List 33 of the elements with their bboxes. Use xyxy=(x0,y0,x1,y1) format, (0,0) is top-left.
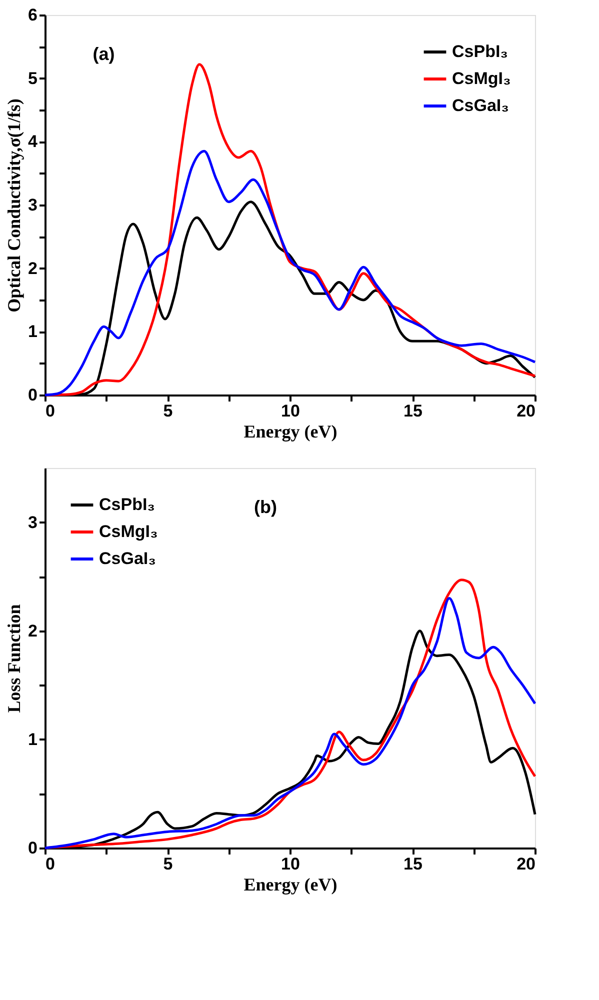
y-tick-label: 4 xyxy=(28,132,38,152)
y-tick-label: 1 xyxy=(28,322,38,342)
x-tick-label: 15 xyxy=(404,854,422,874)
x-tick-label: 20 xyxy=(516,402,536,420)
y-tick-label: 6 xyxy=(28,6,38,24)
y-tick-label: 0 xyxy=(28,386,38,404)
y-axis-title: Optical Conductivity,σ(1/fs) xyxy=(4,98,24,312)
x-axis-title: Energy (eV) xyxy=(244,422,338,442)
x-tick-label: 5 xyxy=(163,854,173,874)
x-tick-label: 0 xyxy=(46,402,55,420)
y-tick-label: 1 xyxy=(28,730,38,749)
legend-label: CsMgI₃ xyxy=(99,522,158,541)
x-tick-label: 10 xyxy=(281,402,300,420)
x-tick-label: 5 xyxy=(163,402,173,420)
annotation: (a) xyxy=(92,44,115,64)
y-tick-label: 0 xyxy=(28,838,38,858)
legend-label: CsPbI₃ xyxy=(99,495,156,514)
legend-label: CsMgI₃ xyxy=(452,69,511,88)
y-tick-label: 2 xyxy=(28,621,38,640)
y-tick-label: 5 xyxy=(28,68,38,88)
legend-label: CsPbI₃ xyxy=(452,42,508,61)
legend-label: CsGaI₃ xyxy=(99,549,156,568)
x-tick-label: 10 xyxy=(281,854,300,874)
legend-label: CsGaI₃ xyxy=(452,96,509,115)
y-tick-label: 3 xyxy=(28,196,38,214)
x-axis-title: Energy (eV) xyxy=(244,874,338,894)
y-tick-label: 3 xyxy=(28,512,38,532)
x-tick-label: 20 xyxy=(516,854,536,874)
y-tick-label: 2 xyxy=(28,258,38,278)
x-tick-label: 15 xyxy=(404,402,422,420)
annotation: (b) xyxy=(254,497,277,517)
y-axis-title: Loss Function xyxy=(4,604,24,713)
x-tick-label: 0 xyxy=(46,854,55,874)
